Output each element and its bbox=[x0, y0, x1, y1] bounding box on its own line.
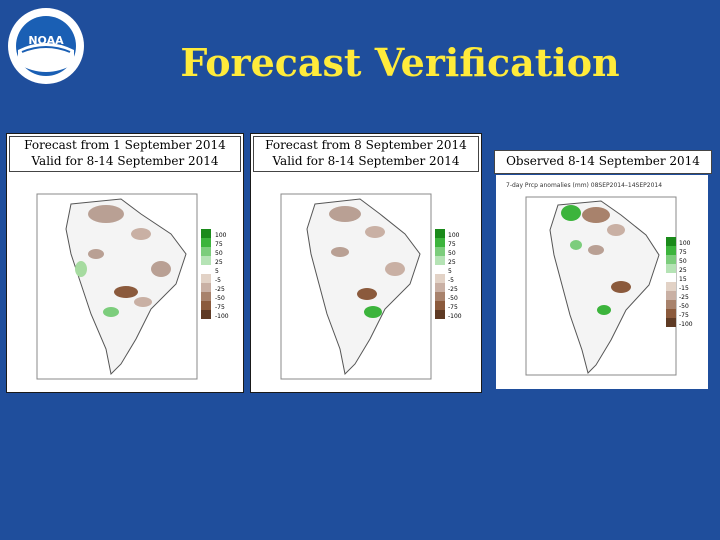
legend-label: 5 bbox=[215, 268, 219, 275]
legend-label: -50 bbox=[448, 295, 458, 302]
forecast-caption-1: Forecast from 1 September 2014 Valid for… bbox=[9, 136, 241, 172]
legend-label: 15 bbox=[679, 276, 687, 283]
legend-label: -25 bbox=[679, 294, 689, 301]
legend-label: -25 bbox=[448, 286, 458, 293]
legend-label: -100 bbox=[679, 321, 693, 328]
legend-label: -50 bbox=[215, 295, 225, 302]
legend-label: -25 bbox=[215, 286, 225, 293]
legend-label: -100 bbox=[215, 313, 229, 320]
map-title: 7-day Prcp anomalies (mm) 08SEP2014–14SE… bbox=[506, 182, 662, 189]
legend-label: -15 bbox=[679, 285, 689, 292]
caption-line-1: Forecast from 1 September 2014 bbox=[24, 138, 226, 152]
legend-label: 100 bbox=[448, 232, 460, 239]
legend-label: -5 bbox=[448, 277, 454, 284]
legend-label: 75 bbox=[215, 241, 223, 248]
caption-line-2: Valid for 8-14 September 2014 bbox=[31, 154, 219, 168]
forecast-panel-2: Forecast from 8 September 2014 Valid for… bbox=[250, 133, 482, 393]
legend-label: 50 bbox=[215, 250, 223, 257]
caption-line-1: Observed 8-14 September 2014 bbox=[506, 154, 700, 168]
observed-map: 7-day Prcp anomalies (mm) 08SEP2014–14SE… bbox=[506, 182, 693, 376]
legend-label: 100 bbox=[679, 240, 691, 247]
legend: 100 75 50 25 5 -5 -25 -50 -75 -100 bbox=[201, 229, 229, 320]
caption-line-1: Forecast from 8 September 2014 bbox=[265, 138, 467, 152]
forecast-map-1: 100 75 50 25 5 -5 -25 -50 -75 -100 bbox=[36, 193, 229, 380]
page-title: Forecast Verification bbox=[180, 40, 620, 85]
legend-label: -75 bbox=[679, 312, 689, 319]
legend-label: -100 bbox=[448, 313, 462, 320]
legend-label: 50 bbox=[448, 250, 456, 257]
legend-label: 25 bbox=[448, 259, 456, 266]
legend-label: 75 bbox=[448, 241, 456, 248]
legend-label: 5 bbox=[448, 268, 452, 275]
legend-label: 50 bbox=[679, 258, 687, 265]
caption-line-2: Valid for 8-14 September 2014 bbox=[272, 154, 460, 168]
observed-caption: Observed 8-14 September 2014 bbox=[494, 150, 712, 174]
forecast-caption-2: Forecast from 8 September 2014 Valid for… bbox=[253, 136, 479, 172]
legend-label: -75 bbox=[215, 304, 225, 311]
legend-label: -50 bbox=[679, 303, 689, 310]
noaa-logo-text: NOAA bbox=[28, 34, 64, 47]
legend: 100 75 50 25 5 -5 -25 -50 -75 -100 bbox=[435, 229, 462, 320]
legend-label: -75 bbox=[448, 304, 458, 311]
noaa-logo: NOAA bbox=[8, 8, 84, 84]
legend: 100 75 50 25 15 -15 -25 -50 -75 -100 bbox=[666, 237, 693, 328]
legend-label: 25 bbox=[215, 259, 223, 266]
legend-label: 100 bbox=[215, 232, 227, 239]
legend-label: 75 bbox=[679, 249, 687, 256]
forecast-panel-1: Forecast from 1 September 2014 Valid for… bbox=[6, 133, 244, 393]
legend-label: 25 bbox=[679, 267, 687, 274]
legend-label: -5 bbox=[215, 277, 221, 284]
forecast-map-2: 100 75 50 25 5 -5 -25 -50 -75 -100 bbox=[280, 193, 462, 380]
observed-panel: 7-day Prcp anomalies (mm) 08SEP2014–14SE… bbox=[496, 175, 708, 389]
